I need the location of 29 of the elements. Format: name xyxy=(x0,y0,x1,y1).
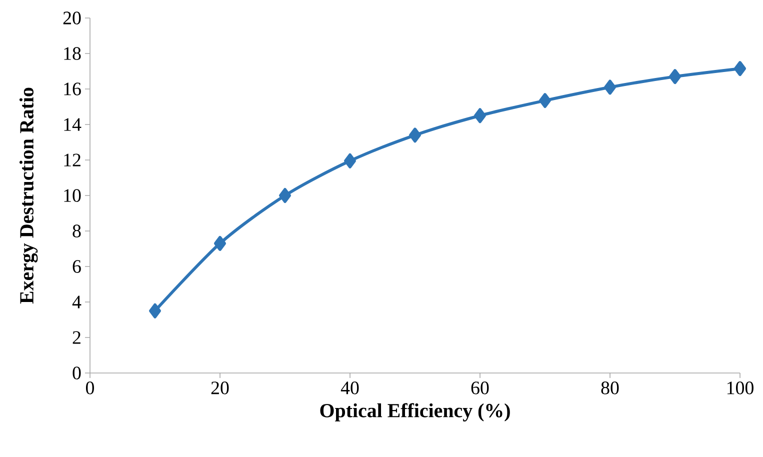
x-tick-label: 100 xyxy=(727,382,754,394)
y-tick-label: 14 xyxy=(64,118,82,131)
point xyxy=(279,188,292,203)
point xyxy=(474,108,486,124)
x-tick-label: 20 xyxy=(211,382,229,394)
y-tick-label: 6 xyxy=(72,260,81,273)
point xyxy=(344,153,356,168)
x-tick-label: 0 xyxy=(86,382,94,394)
y-tick-label: 20 xyxy=(63,12,81,24)
y-tick-label: 0 xyxy=(72,366,81,380)
point xyxy=(604,80,616,95)
point xyxy=(669,69,682,84)
point xyxy=(539,93,552,108)
x-axis-title: Optical Efficiency (%) xyxy=(320,403,510,422)
point xyxy=(409,128,422,143)
y-tick-label: 12 xyxy=(64,154,80,166)
point xyxy=(149,303,161,318)
x-tick-label: 60 xyxy=(471,382,489,394)
y-tick-label: 16 xyxy=(64,82,81,96)
y-axis-title: Exergy Destruction Ratio xyxy=(19,88,38,304)
y-tick-label: 18 xyxy=(64,47,81,60)
y-tick-label: 8 xyxy=(72,224,81,238)
y-tick-label: 10 xyxy=(64,189,81,202)
x-tick-label: 40 xyxy=(340,382,359,394)
point xyxy=(214,236,226,251)
y-tick-label: 4 xyxy=(72,296,82,308)
y-tick-label: 2 xyxy=(72,331,80,344)
x-tick-label: 80 xyxy=(601,382,619,394)
point xyxy=(734,61,746,76)
